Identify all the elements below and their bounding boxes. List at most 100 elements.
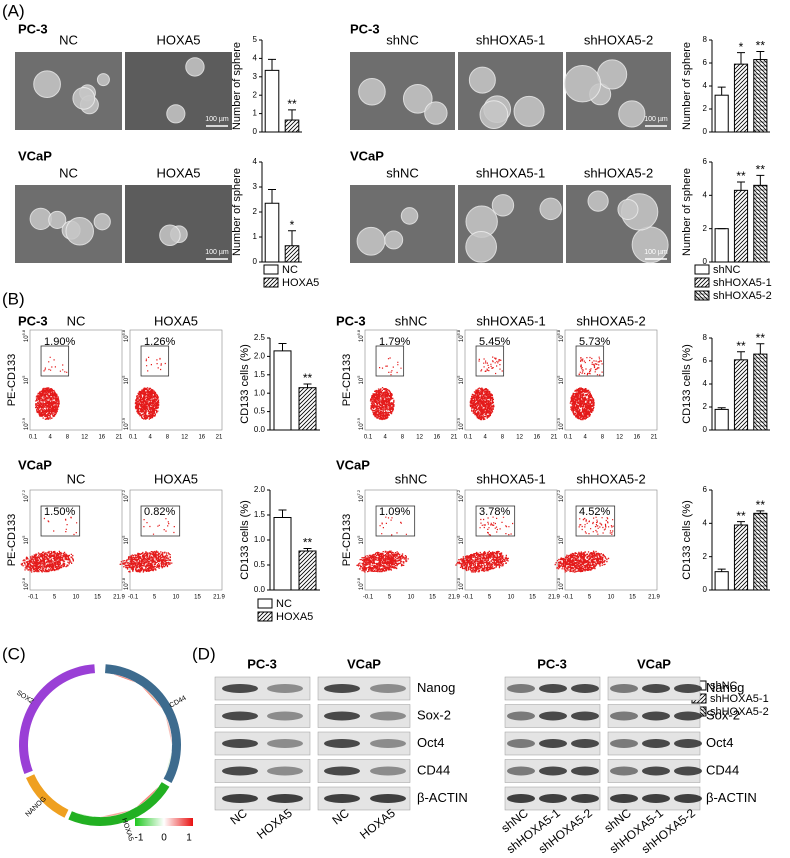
- cell-line-label: PC-3: [336, 313, 366, 328]
- bar: [284, 245, 300, 263]
- flow-events: [35, 356, 68, 420]
- y-tick-label: 107.2: [456, 489, 465, 502]
- tick-base: 10: [459, 495, 465, 502]
- sphere-blob: [631, 226, 669, 264]
- y-tick-label: 106.8: [21, 329, 30, 342]
- plot-frame: [364, 489, 458, 591]
- cell-line-label: PC-3: [537, 656, 567, 671]
- tick-base: 10: [359, 537, 365, 544]
- tick-base: 10: [124, 495, 130, 502]
- tick-base: 10: [359, 377, 365, 384]
- blot-band: [324, 711, 360, 721]
- y-tick-label: 8: [703, 35, 708, 44]
- error-bar: [268, 189, 276, 204]
- gate: [475, 505, 516, 537]
- blot-band: [642, 684, 670, 693]
- micrograph: [458, 52, 563, 130]
- gate-percent: 1.09%: [379, 506, 410, 518]
- x-tick-label: 21.9: [548, 595, 560, 601]
- y-tick-label: 102.9: [456, 417, 465, 430]
- blot-strip: [214, 676, 311, 701]
- x-tick-label: -0.1: [28, 595, 39, 601]
- sphere-blob: [33, 70, 61, 99]
- bar: [753, 59, 768, 133]
- error-bar: [288, 109, 296, 121]
- y-axis-label: CD133 cells (%): [239, 344, 251, 423]
- column-label: shNC: [395, 471, 428, 486]
- chord-ribbon: [135, 786, 160, 808]
- y-tick-label: 105: [356, 535, 365, 545]
- significance: *: [290, 218, 295, 232]
- gate-percent: 3.78%: [479, 506, 510, 518]
- blot-strip: [214, 704, 311, 728]
- blot-band: [539, 684, 567, 693]
- x-tick-label: 21: [216, 435, 223, 441]
- blot-band: [539, 739, 567, 748]
- y-tick-label: 4: [703, 379, 708, 388]
- sphere-blob: [563, 65, 602, 103]
- sphere-blob: [618, 100, 646, 128]
- bar: [733, 524, 749, 591]
- x-tick-label: -0.1: [363, 595, 374, 601]
- tick-base: 10: [559, 377, 565, 384]
- tick-exponent: 6.8: [121, 329, 126, 335]
- blot-band: [222, 684, 258, 693]
- blot-band: [222, 766, 258, 776]
- lane-label: HOXA5: [254, 806, 295, 842]
- blot-band: [571, 739, 599, 748]
- sphere-blob: [358, 77, 386, 106]
- column-label: shHOXA5-2: [584, 165, 653, 180]
- blot-band: [674, 739, 702, 748]
- y-tick-label: 0.0: [254, 585, 266, 594]
- sphere-blob: [617, 198, 639, 221]
- significance: **: [756, 331, 766, 345]
- chord-sector: [18, 664, 95, 775]
- gate: [40, 345, 70, 377]
- flow-events: [455, 516, 514, 573]
- blot-band: [267, 739, 303, 748]
- gate: [375, 345, 405, 377]
- blot-band: [267, 794, 303, 803]
- x-tick-label: 12: [516, 435, 523, 441]
- tick-exponent: 5: [21, 375, 26, 378]
- blot-band: [674, 684, 702, 693]
- blot-band: [370, 794, 406, 803]
- gate-percent: 5.73%: [579, 336, 610, 348]
- blot-band: [571, 711, 599, 721]
- cell-line-label: VCaP: [336, 457, 370, 472]
- y-axis-label: CD133 cells (%): [681, 500, 693, 579]
- protein-label: Oct4: [706, 735, 733, 750]
- flow-events: [119, 518, 175, 573]
- blot-band: [642, 711, 670, 721]
- tick-exponent: 6.8: [556, 329, 561, 335]
- sphere-blob: [400, 207, 419, 225]
- x-tick-label: 5: [153, 595, 157, 601]
- bar: [733, 63, 749, 133]
- y-tick-label: 2: [253, 207, 258, 216]
- blot-band: [507, 684, 535, 693]
- column-label: shNC: [395, 313, 428, 328]
- x-tick-label: 16: [98, 435, 105, 441]
- x-tick-label: 0.1: [29, 435, 38, 441]
- chord-ribbon: [165, 751, 172, 776]
- bar: [714, 228, 729, 263]
- bar: [273, 350, 292, 431]
- y-tick-label: 4: [703, 518, 708, 527]
- y-tick-label: 1.0: [254, 535, 266, 544]
- error-bar: [278, 343, 287, 351]
- x-tick-label: 21: [116, 435, 123, 441]
- cell-line-label: PC-3: [350, 21, 380, 36]
- blot-band: [324, 766, 360, 776]
- y-tick-label: 102.8: [356, 577, 365, 590]
- y-tick-label: 5: [253, 35, 258, 44]
- y-tick-label: 1.0: [254, 388, 266, 397]
- plot-frame: [564, 489, 658, 591]
- tick-exponent: 5: [356, 535, 361, 538]
- column-label: shHOXA5-1: [476, 471, 545, 486]
- significance: **: [736, 509, 746, 523]
- column-label: shNC: [386, 32, 419, 47]
- sphere-blob: [93, 213, 111, 231]
- error-bar: [737, 521, 745, 525]
- bar: [714, 571, 729, 591]
- protein-label: Nanog: [706, 680, 744, 695]
